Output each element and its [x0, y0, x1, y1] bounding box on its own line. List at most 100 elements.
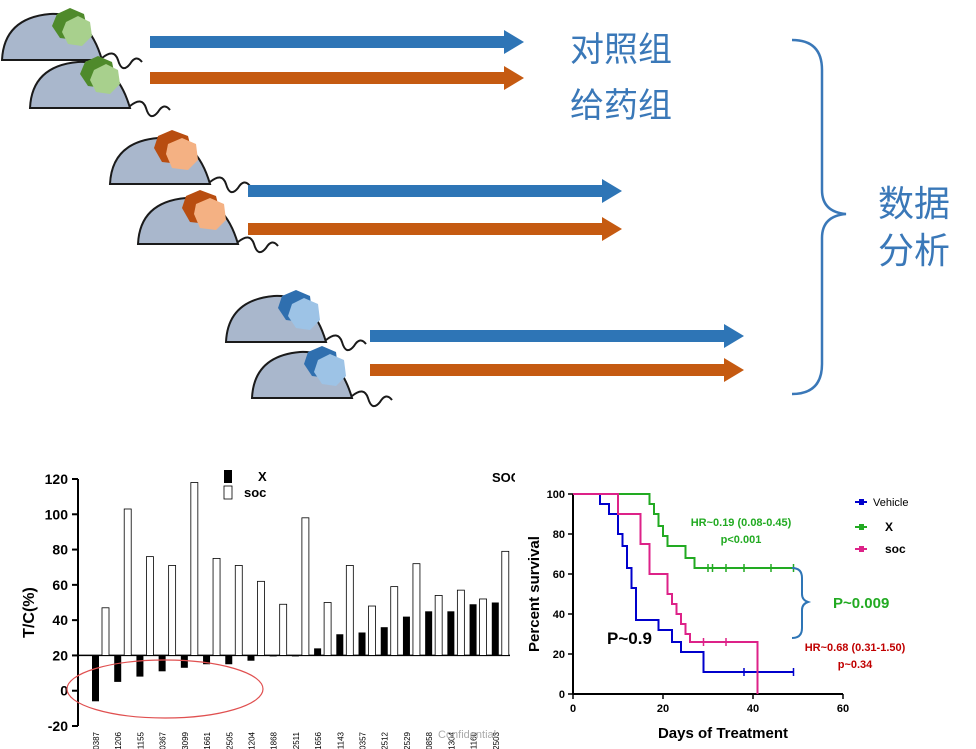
- bar-soc: [323, 602, 332, 656]
- arrow-treatment-1: [150, 66, 524, 90]
- y-tick-label: 120: [45, 471, 69, 487]
- x-tick-label: 20: [657, 703, 669, 715]
- corner-label: SOC: [492, 470, 515, 485]
- bar-x: [469, 604, 477, 656]
- x-hr-annotation: HR~0.19 (0.08-0.45): [691, 517, 792, 529]
- survival-line-x: [573, 493, 794, 569]
- bar-soc: [368, 605, 376, 656]
- legend-label-soc: soc: [885, 542, 906, 556]
- legend-marker: [859, 546, 864, 552]
- arrow-control-1: [150, 30, 524, 54]
- treatment-group-label: 给药组: [570, 86, 672, 126]
- y-tick-label: 80: [52, 542, 68, 558]
- y-axis-label: Percent survival: [526, 536, 543, 652]
- bar-x: [314, 648, 322, 656]
- category-label: LU2529: [403, 731, 412, 749]
- survival-line-vehicle: [573, 493, 794, 673]
- y-tick-label: 60: [553, 569, 565, 581]
- category-label: LU1206: [114, 731, 123, 749]
- category-label: LU1661: [203, 731, 212, 749]
- y-tick-label: 60: [52, 577, 68, 593]
- bar-soc: [190, 482, 199, 656]
- bar-soc: [279, 603, 288, 656]
- legend-swatch-x: [224, 470, 232, 483]
- category-label: LU1160: [470, 731, 479, 749]
- x-p-annotation: p<0.001: [721, 534, 762, 546]
- bar-x: [380, 627, 388, 656]
- bar-x: [491, 602, 499, 656]
- legend-marker: [859, 499, 864, 505]
- y-tick-label: 20: [52, 647, 68, 663]
- bar-soc: [301, 517, 310, 656]
- mouse-treatment-1: [29, 56, 171, 118]
- bar-x: [358, 632, 366, 656]
- y-tick-label: 40: [553, 609, 565, 621]
- mouse-control-2: [109, 130, 251, 194]
- bar-x: [136, 655, 144, 677]
- y-tick-label: 0: [559, 689, 565, 701]
- category-label: LU1656: [314, 731, 323, 749]
- legend-label-soc: soc: [244, 485, 266, 500]
- watermark: Confidential: [438, 729, 496, 741]
- arrow-control-2: [248, 179, 622, 203]
- survival-line-soc: [573, 493, 759, 694]
- bar-soc: [412, 563, 421, 656]
- bar-x: [114, 655, 122, 682]
- bar-soc: [146, 556, 154, 656]
- mouse-treatment-2: [137, 190, 279, 254]
- highlight-ellipse: [66, 659, 264, 719]
- category-label: LU1155: [136, 731, 145, 749]
- bar-soc: [168, 565, 177, 656]
- category-label: LU3099: [181, 731, 190, 749]
- survival-chart: 0 20 40 60 80 100 0 20 40 60 Days of Treatment Perc…: [526, 489, 908, 742]
- bar-x: [291, 655, 299, 657]
- bar-soc: [257, 580, 265, 656]
- y-tick-label: 100: [547, 489, 565, 501]
- category-label: LU2505: [225, 731, 234, 749]
- arrow-control-3: [370, 324, 744, 348]
- mouse-treatment-3: [251, 346, 393, 408]
- data-analysis-label-line1: 数据: [878, 184, 951, 225]
- bar-x: [247, 655, 255, 661]
- y-tick-label: 80: [553, 529, 565, 541]
- y-tick-label: 100: [45, 506, 69, 522]
- legend-marker: [859, 524, 864, 530]
- x-tick-label: 60: [837, 703, 849, 715]
- arrow-treatment-2: [248, 217, 622, 241]
- y-tick-label: 20: [553, 649, 565, 661]
- soc-hr-annotation: HR~0.68 (0.31-1.50): [805, 642, 906, 654]
- bar-x: [158, 655, 166, 672]
- legend-swatch-soc: [223, 485, 233, 500]
- category-label: LU0357: [359, 731, 368, 749]
- bar-soc: [456, 589, 465, 656]
- tc-bar-chart: -20 0 20 40 60 80 100 120 T/C(%) LU0387 LU1206 LU11…: [21, 469, 515, 749]
- legend-label-x: X: [258, 469, 267, 484]
- bar-x: [203, 655, 211, 665]
- bar-soc: [123, 508, 132, 656]
- soc-p-annotation: p~0.34: [838, 659, 873, 671]
- y-tick-label: -20: [48, 718, 68, 734]
- bar-x: [402, 616, 410, 656]
- category-label: LU2503: [492, 731, 501, 749]
- category-label: LU0858: [425, 731, 434, 749]
- bar-x: [447, 611, 455, 656]
- mouse-control-1: [1, 8, 143, 70]
- y-axis-label: T/C(%): [21, 587, 38, 638]
- curly-brace: [791, 38, 847, 396]
- bar-soc: [390, 586, 399, 656]
- bar-soc: [234, 565, 243, 656]
- category-label: LU1204: [247, 731, 256, 749]
- comparison-bracket: [791, 567, 812, 639]
- bar-soc: [479, 598, 487, 656]
- x-tick-label: 40: [747, 703, 759, 715]
- category-label: LU0387: [92, 731, 101, 749]
- bar-x: [92, 655, 99, 702]
- p-compare-annotation: P~0.009: [833, 595, 889, 612]
- y-tick-label: 40: [52, 612, 68, 628]
- bar-soc: [101, 607, 110, 656]
- bar-soc: [501, 550, 510, 656]
- bar-x: [269, 655, 277, 657]
- bar-x: [425, 611, 433, 656]
- control-group-label: 对照组: [570, 30, 672, 70]
- category-label: LU1143: [336, 731, 345, 749]
